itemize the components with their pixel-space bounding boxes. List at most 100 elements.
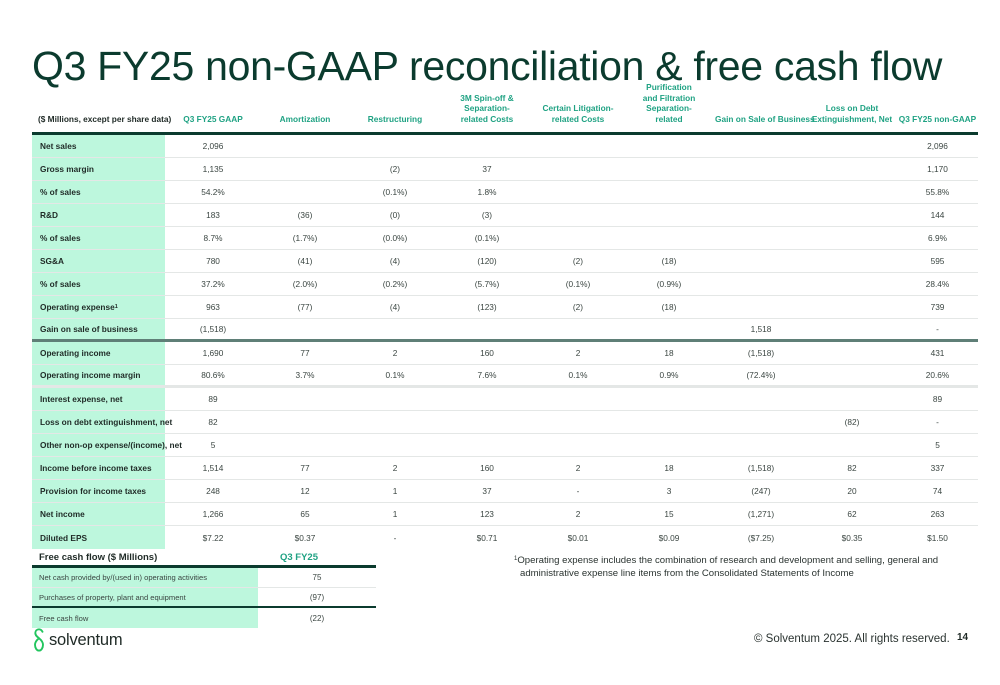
fcf-header-label: Free cash flow ($ Millions) [39, 551, 158, 563]
cell-value: 5 [935, 440, 940, 450]
table-row: Loss on debt extinguishment, net 82 (82) - [32, 411, 978, 434]
table-row: % of sales 54.2% (0.1%) 1.8% 55.8% [32, 181, 978, 204]
row-label-text: Income before income taxes [40, 463, 152, 473]
table-row: Operating income margin 80.6% 3.7% 0.1% 7.6%… [32, 365, 978, 388]
fcf-row-label: Purchases of property, plant and equipme… [32, 588, 258, 606]
cell-value: 1,518 [750, 324, 772, 334]
cell-value: $0.09 [658, 532, 680, 543]
cell-value: 1 [392, 509, 398, 519]
cell-value: 82 [847, 463, 857, 473]
row-label-text: SG&A [40, 256, 64, 266]
cell-value: (1,518) [199, 324, 227, 334]
cell-value: 74 [932, 486, 943, 496]
column-header-litigation: Certain Litigation- related Costs [542, 103, 614, 124]
table-row: Diluted EPS $7.22 $0.37 - $0.71 $0.01 $0.09 ($7… [32, 526, 978, 549]
logo-text: solventum [49, 630, 123, 649]
cell-value: (36) [297, 210, 313, 220]
cell-value: 0.1% [568, 370, 588, 380]
cell-value: 18 [664, 463, 674, 473]
cell-value: 337 [930, 463, 945, 473]
column-header-gain-on-sale: Gain on Sale of Business [715, 113, 815, 124]
cell-value: 2 [575, 348, 581, 358]
cell-value: $0.71 [476, 532, 498, 543]
cell-value: (1,271) [747, 509, 775, 519]
cell-value: 7.6% [477, 370, 497, 380]
cell-value: ($7.25) [747, 532, 775, 543]
cell-value: (0.1%) [382, 187, 408, 197]
cell-value: (1,518) [747, 463, 775, 473]
footnote-line2: administrative expense line items from t… [520, 568, 854, 579]
cell-value: 37 [482, 164, 492, 174]
cell-value: 77 [300, 348, 310, 358]
solventum-s-icon [34, 628, 44, 652]
table-row: % of sales 37.2% (2.0%) (0.2%) (5.7%) (0.1%) (… [32, 273, 978, 296]
cell-value: - [576, 486, 580, 496]
cell-value: 1 [392, 486, 398, 496]
row-label-text: Other non-op expense/(income), net [40, 440, 182, 450]
page-title: Q3 FY25 non-GAAP reconciliation & free c… [32, 43, 943, 89]
table-row: Interest expense, net 89 89 [32, 388, 978, 411]
cell-value: - [393, 532, 397, 543]
row-label-text: Net income [40, 509, 85, 519]
cell-value: 77 [300, 463, 310, 473]
cell-value: 28.4% [925, 279, 950, 289]
table-row: Net cash provided by/(used in) operating… [32, 568, 376, 588]
column-header-amortization: Amortization [279, 113, 331, 124]
cell-value: (0) [389, 210, 401, 220]
cell-value: (247) [751, 486, 771, 496]
row-label-text: % of sales [40, 233, 81, 243]
column-header-gaap: Q3 FY25 GAAP [183, 113, 243, 124]
cell-value: (1.7%) [292, 233, 318, 243]
cell-value: 1,266 [202, 509, 224, 519]
cell-value: (4) [389, 302, 401, 312]
fcf-row-label: Free cash flow [32, 608, 258, 628]
cell-value: (4) [389, 256, 401, 266]
row-label: % of sales [32, 181, 165, 203]
cell-value: 144 [930, 210, 945, 220]
cell-value: 2,096 [202, 141, 224, 151]
row-label-text: Operating income margin [40, 370, 141, 380]
row-label: SG&A [32, 250, 165, 272]
row-label: Diluted EPS [32, 526, 165, 549]
table-row: Net income 1,266 65 1 123 2 15 (1,271) 62 263 [32, 503, 978, 526]
row-label-text: Loss on debt extinguishment, net [40, 417, 173, 427]
cell-value: 3.7% [295, 370, 315, 380]
cell-value: (2) [389, 164, 401, 174]
cell-value: 12 [300, 486, 310, 496]
row-label: Gross margin [32, 158, 165, 180]
cell-value: - [936, 417, 939, 427]
cell-value: 123 [480, 509, 494, 519]
cell-value: 65 [300, 509, 310, 519]
fcf-row-label: Net cash provided by/(used in) operating… [32, 568, 258, 587]
cell-value: 62 [847, 509, 857, 519]
row-label-text: Interest expense, net [40, 394, 123, 404]
cell-value: 55.8% [925, 187, 950, 197]
cell-value: (0.1%) [474, 233, 500, 243]
table-row: Purchases of property, plant and equipme… [32, 588, 376, 608]
table-row: Free cash flow (22) [32, 608, 376, 628]
row-label: Net income [32, 503, 165, 525]
row-label: Provision for income taxes [32, 480, 165, 502]
cell-value: 89 [932, 394, 943, 404]
cell-value: 37.2% [201, 279, 225, 289]
row-label: % of sales [32, 227, 165, 249]
cell-value: (0.9%) [656, 279, 682, 289]
column-header-restructuring: Restructuring [367, 113, 423, 124]
cell-value: 15 [664, 509, 674, 519]
row-label-text: Provision for income taxes [40, 486, 147, 496]
table-row: Operating expense 1 963 (77) (4) (123) (2) (18)… [32, 296, 978, 319]
row-label: Gain on sale of business [32, 319, 165, 339]
fcf-header-row: Free cash flow ($ Millions) Q3 FY25 [32, 549, 376, 568]
cell-value: 3 [666, 486, 672, 496]
cell-value: 18 [664, 348, 674, 358]
column-header-purification: Purification and Filtration Separation- … [642, 82, 696, 124]
fcf-row-value: (22) [309, 613, 325, 623]
cell-value: 2 [392, 348, 398, 358]
cell-value: 1,514 [202, 463, 224, 473]
cell-value: 263 [930, 509, 945, 519]
cell-value: (72.4%) [746, 370, 776, 380]
table-row: Gain on sale of business (1,518) 1,518 - [32, 319, 978, 342]
table-row: Gross margin 1,135 (2) 37 1,170 [32, 158, 978, 181]
cell-value: 183 [206, 210, 220, 220]
cell-value: (82) [844, 417, 860, 427]
